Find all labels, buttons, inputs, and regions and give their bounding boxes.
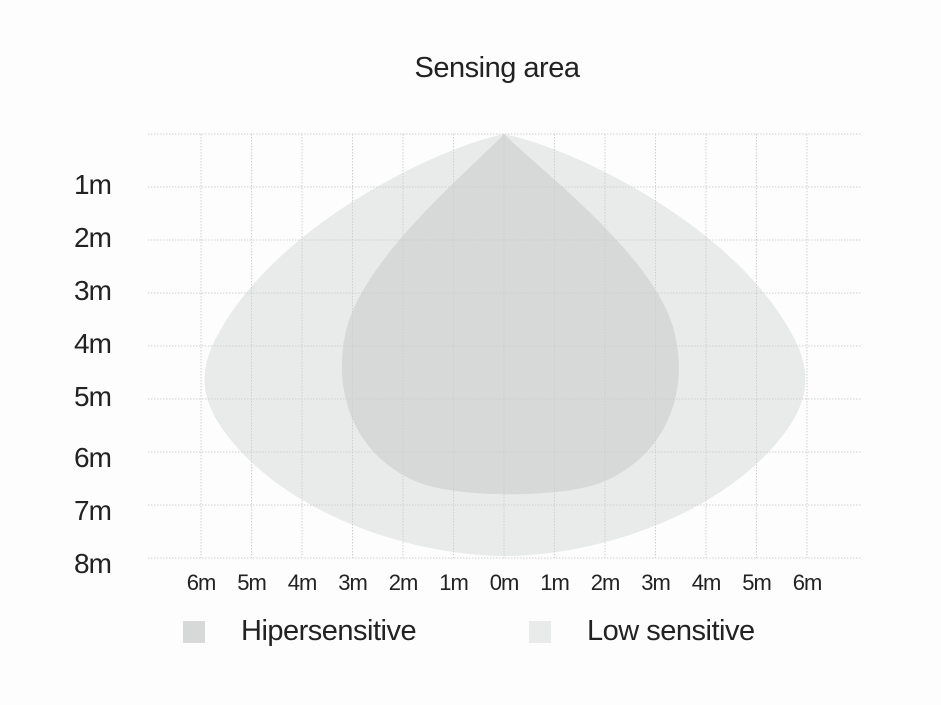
legend-label: Hipersensitive xyxy=(241,615,417,647)
x-axis-label: 1m xyxy=(439,570,469,595)
y-axis-label: 6m xyxy=(74,442,112,473)
x-axis-label: 1m xyxy=(540,570,570,595)
y-axis-label: 5m xyxy=(74,381,112,412)
y-axis-label: 3m xyxy=(74,275,112,306)
x-axis-label: 3m xyxy=(641,570,671,595)
legend-label: Low sensitive xyxy=(587,615,755,647)
y-axis-label: 8m xyxy=(74,548,112,579)
legend-hipersensitive: Hipersensitive xyxy=(183,615,417,648)
x-axis-label: 2m xyxy=(590,570,621,595)
x-axis-label: 0m xyxy=(489,570,520,595)
x-axis-label: 5m xyxy=(742,570,772,595)
grid xyxy=(148,133,862,559)
y-axis-label: 4m xyxy=(74,328,112,359)
x-axis-label: 4m xyxy=(691,570,722,595)
x-axis-label: 6m xyxy=(186,570,217,595)
low-sensitive-swatch xyxy=(529,620,551,643)
hipersensitive-swatch xyxy=(183,620,205,643)
x-axis-label: 4m xyxy=(287,570,318,595)
diagram-title: Sensing area xyxy=(414,52,580,84)
hipersensitive-area xyxy=(341,134,679,495)
x-axis-label: 3m xyxy=(338,570,368,595)
legend-low-sensitive: Low sensitive xyxy=(529,615,755,648)
y-axis-label: 2m xyxy=(74,222,112,253)
y-axis-label: 1m xyxy=(74,169,112,200)
x-axis-label: 6m xyxy=(792,570,823,595)
y-axis-label: 7m xyxy=(74,495,112,526)
x-axis-label: 5m xyxy=(237,570,267,595)
x-axis-label: 2m xyxy=(388,570,419,595)
